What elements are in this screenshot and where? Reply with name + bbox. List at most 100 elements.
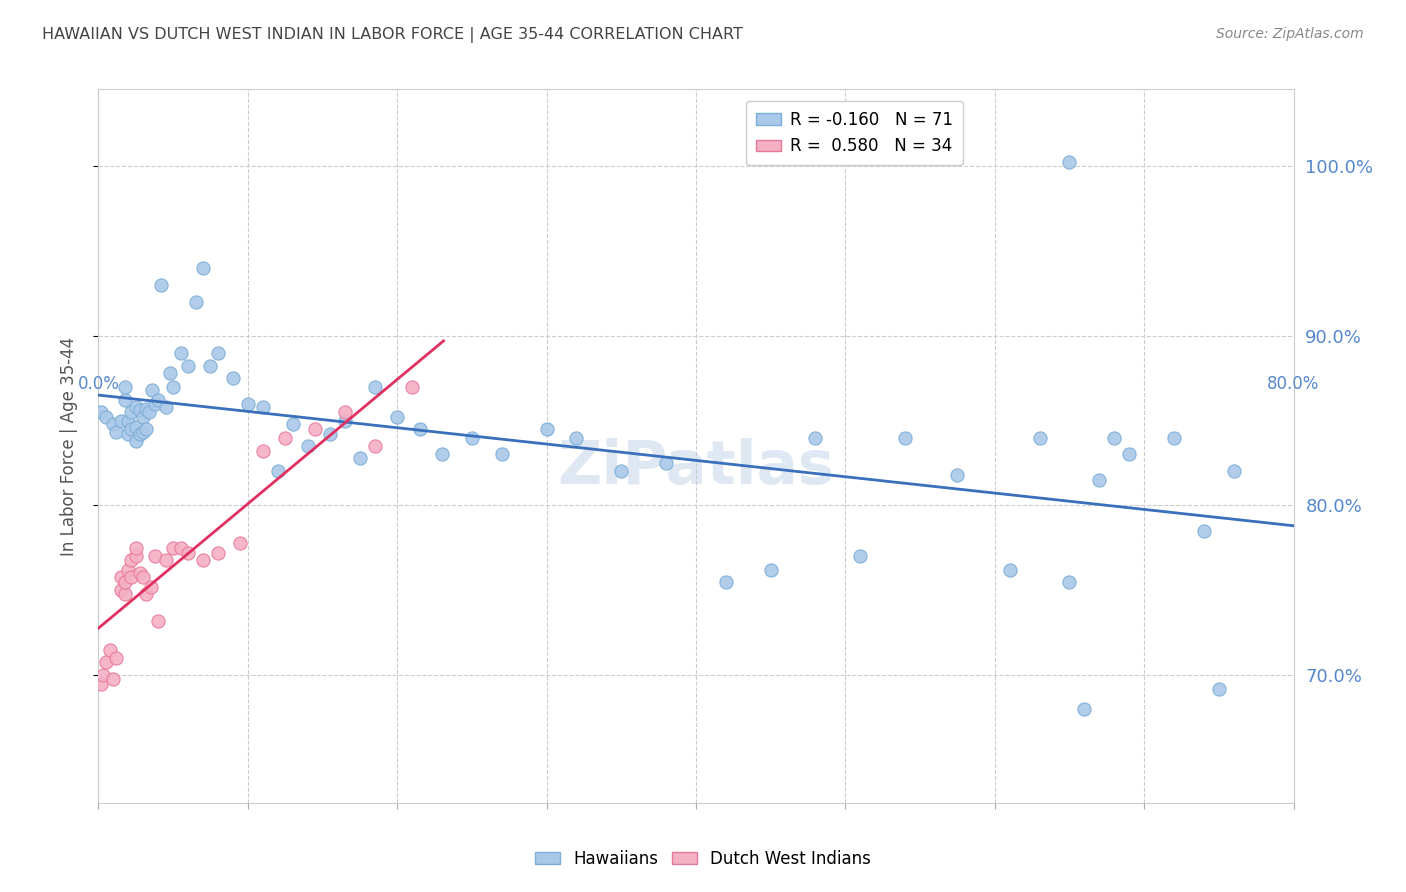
Point [177,546,200,560]
Point [177,359,200,373]
Text: HAWAIIAN VS DUTCH WEST INDIAN IN LABOR FORCE | AGE 35-44 CORRELATION CHART: HAWAIIAN VS DUTCH WEST INDIAN IN LABOR F… [42,27,742,43]
Point [536,422,558,436]
Point [162,541,184,555]
Point [804,430,827,444]
Point [1028,430,1050,444]
Point [117,413,139,427]
Point [229,536,252,550]
Point [155,400,177,414]
Point [150,277,173,292]
Point [849,549,872,564]
Text: ZiPatlas: ZiPatlas [557,438,835,497]
Point [169,345,191,359]
Point [125,541,148,555]
Point [759,563,782,577]
Point [110,583,132,598]
Point [655,456,678,470]
Point [114,574,136,589]
Point [120,422,142,436]
Point [125,549,148,564]
Point [610,465,633,479]
Point [129,566,152,581]
Point [90,405,112,419]
Y-axis label: In Labor Force | Age 35-44: In Labor Force | Age 35-44 [59,336,77,556]
Point [430,448,453,462]
Point [139,580,162,594]
Point [998,563,1021,577]
Point [408,422,430,436]
Legend: Hawaiians, Dutch West Indians: Hawaiians, Dutch West Indians [529,844,877,875]
Point [894,430,917,444]
Point [135,401,157,416]
Point [1192,524,1215,538]
Point [110,570,132,584]
Point [1208,681,1230,696]
Point [491,448,513,462]
Point [191,553,214,567]
Point [100,643,122,657]
Point [1073,702,1095,716]
Point [132,570,155,584]
Legend: R = -0.160   N = 71, R =  0.580   N = 34: R = -0.160 N = 71, R = 0.580 N = 34 [747,101,963,165]
Point [1223,465,1246,479]
Point [125,434,148,448]
Point [333,413,356,427]
Point [143,396,166,410]
Point [252,400,274,414]
Point [159,366,181,380]
Point [129,403,152,417]
Point [148,614,170,628]
Point [1059,574,1081,589]
Point [349,450,371,465]
Point [117,427,139,442]
Point [117,563,139,577]
Point [129,427,152,442]
Point [236,396,259,410]
Point [105,425,128,440]
Point [714,574,737,589]
Point [200,359,222,373]
Point [132,425,155,440]
Point [267,465,290,479]
Point [333,405,356,419]
Point [1059,155,1081,169]
Point [207,546,229,560]
Point [120,405,142,419]
Point [90,677,112,691]
Point [364,439,387,453]
Point [143,549,166,564]
Point [1118,448,1140,462]
Point [103,417,125,431]
Point [274,430,297,444]
Point [114,393,136,408]
Text: 80.0%: 80.0% [1267,375,1320,392]
Point [385,410,409,425]
Point [114,587,136,601]
Point [105,651,128,665]
Point [169,541,191,555]
Point [252,444,274,458]
Point [141,383,163,397]
Point [114,379,136,393]
Point [94,655,117,669]
Point [162,379,184,393]
Point [304,422,326,436]
Point [207,345,229,359]
Point [184,294,207,309]
Point [565,430,588,444]
Point [281,417,304,431]
Text: 0.0%: 0.0% [77,375,120,392]
Point [135,422,157,436]
Point [110,413,132,427]
Point [461,430,484,444]
Text: Source: ZipAtlas.com: Source: ZipAtlas.com [1216,27,1364,41]
Point [1104,430,1126,444]
Point [91,668,114,682]
Point [946,467,969,482]
Point [401,379,423,393]
Point [120,570,142,584]
Point [103,672,125,686]
Point [135,587,157,601]
Point [191,260,214,275]
Point [1088,473,1111,487]
